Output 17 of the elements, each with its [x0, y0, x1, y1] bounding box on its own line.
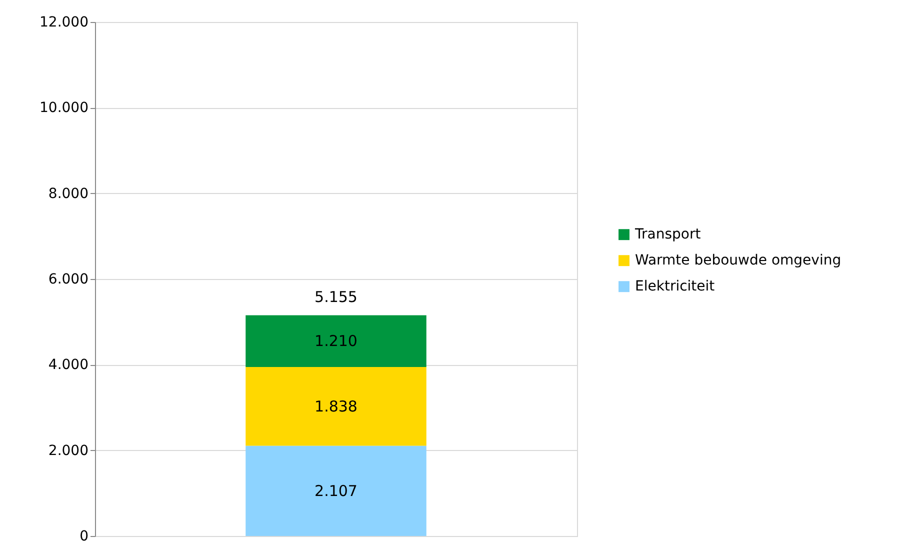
y-tick-label: 4.000 [48, 357, 88, 374]
data-label: 1.210 [314, 332, 358, 350]
y-tick-label: 8.000 [48, 186, 88, 202]
legend-label: Warmte bebouwde omgeving [635, 252, 842, 269]
legend-label: Transport [634, 226, 702, 243]
bar [246, 446, 426, 536]
data-label: 1.838 [314, 397, 358, 416]
y-tick-label: 0 [80, 528, 88, 544]
y-tick-label: 12.000 [40, 14, 88, 30]
y-tick-label: 10.000 [40, 100, 88, 116]
y-tick-label: 6.000 [48, 272, 88, 288]
total-label: 5.155 [314, 288, 358, 306]
legend-label: Elektriciteit [635, 278, 716, 295]
bar [246, 315, 426, 368]
bar [246, 367, 426, 446]
data-label: 2.107 [314, 482, 358, 500]
y-tick-label: 2.000 [48, 442, 88, 459]
